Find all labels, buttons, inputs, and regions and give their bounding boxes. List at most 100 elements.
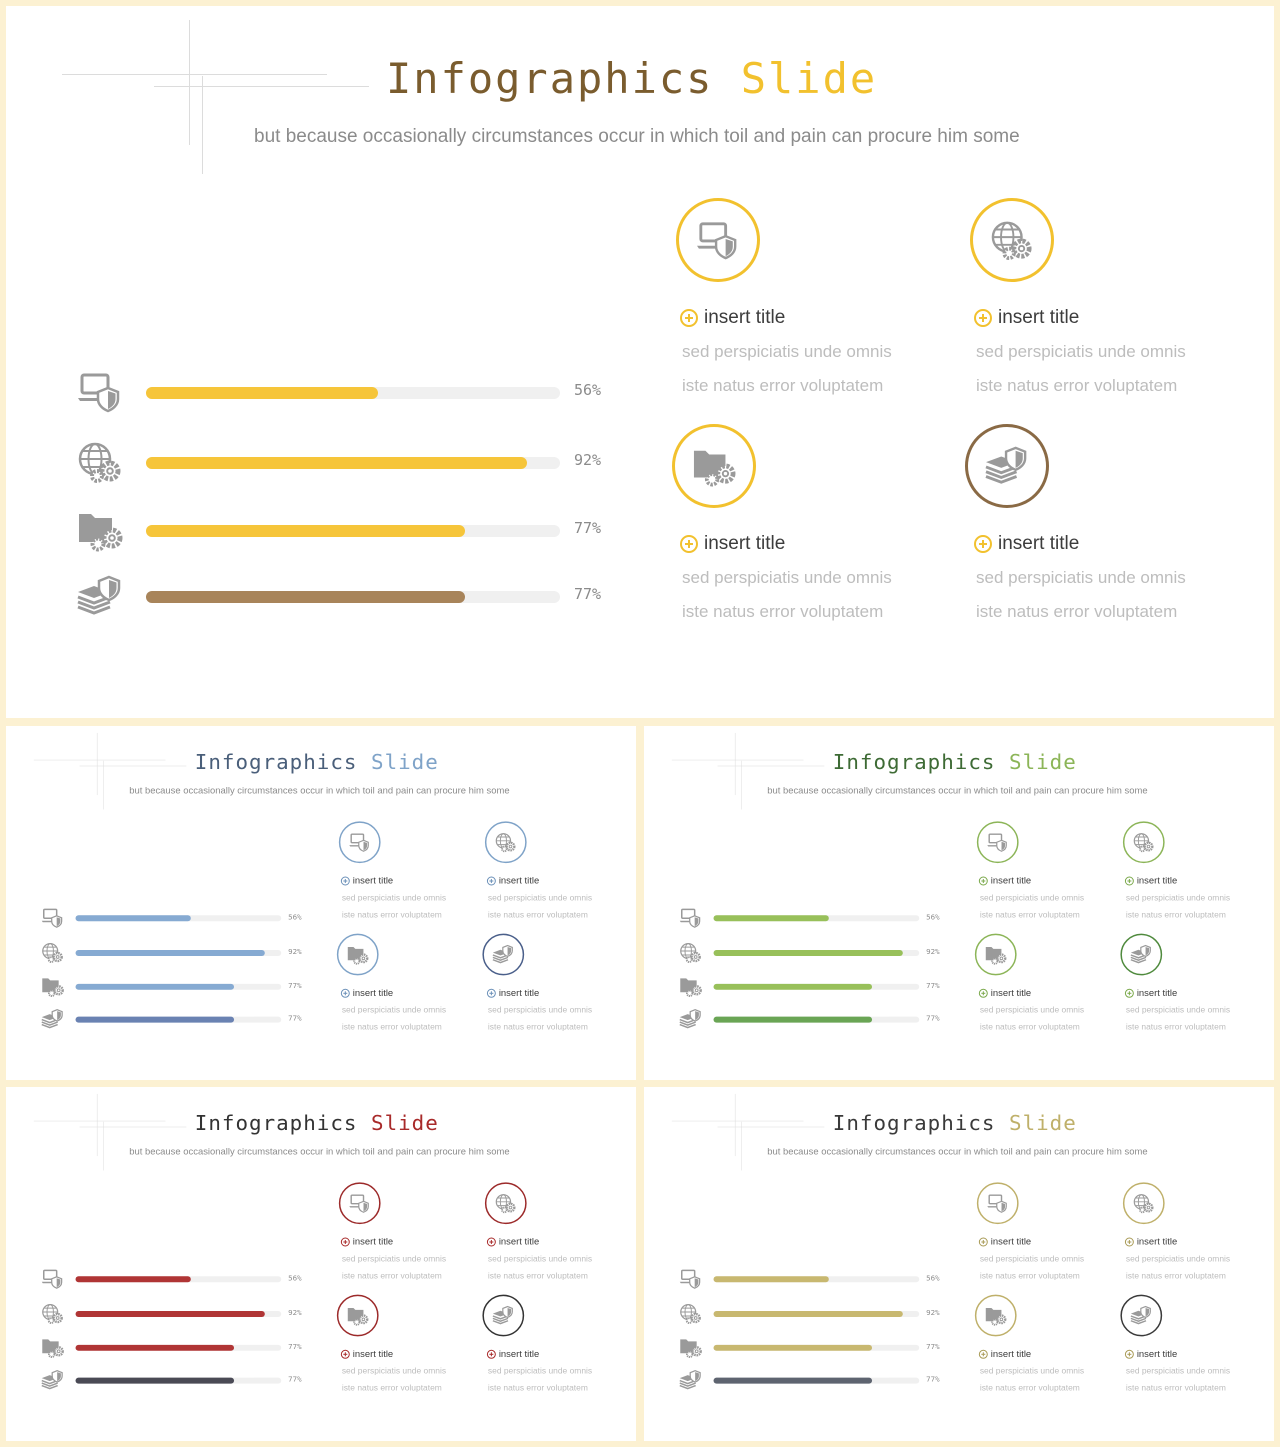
folder-gears-icon bbox=[76, 508, 124, 552]
slide-red: Infographics Slide but because occasiona… bbox=[6, 1087, 636, 1441]
card-description: iste natus error voluptatem bbox=[979, 1022, 1080, 1032]
feature-card: insert title sed perspiciatis unde omnis… bbox=[974, 933, 1104, 1043]
card-description: iste natus error voluptatem bbox=[341, 1022, 442, 1032]
feature-card: insert title sed perspiciatis unde omnis… bbox=[336, 1294, 466, 1404]
globe-gears-icon bbox=[41, 1303, 65, 1325]
card-title: insert title bbox=[1136, 875, 1178, 886]
card-title: insert title bbox=[498, 987, 540, 999]
slide-title: Infographics Slide bbox=[832, 1110, 1077, 1136]
progress-row: 77% bbox=[41, 1369, 309, 1391]
plus-circle-icon bbox=[340, 1349, 350, 1359]
progress-fill bbox=[75, 1016, 234, 1023]
card-description: sed perspiciatis unde omnis bbox=[341, 1366, 447, 1376]
card-description: iste natus error voluptatem bbox=[1125, 909, 1226, 920]
feature-card: insert title sed perspiciatis unde omnis… bbox=[676, 198, 936, 418]
slide-subtitle: but because occasionally circumstances o… bbox=[254, 126, 1020, 147]
slide-blue: Infographics Slide but because occasiona… bbox=[6, 726, 636, 1080]
slide-green: Infographics Slide but because occasiona… bbox=[644, 726, 1274, 1080]
progress-percent: 56% bbox=[288, 1273, 302, 1283]
progress-row: 77% bbox=[679, 975, 947, 998]
progress-fill bbox=[713, 1276, 829, 1283]
slide-subtitle: but because occasionally circumstances o… bbox=[767, 785, 1148, 797]
progress-row: 56% bbox=[679, 907, 947, 929]
progress-fill bbox=[146, 525, 465, 537]
progress-track bbox=[75, 1377, 282, 1384]
stack-shield-icon bbox=[41, 1369, 65, 1391]
card-description: sed perspiciatis unde omnis bbox=[341, 1005, 447, 1015]
card-description: sed perspiciatis unde omnis bbox=[682, 342, 892, 361]
card-description: iste natus error voluptatem bbox=[341, 1270, 442, 1281]
card-description: sed perspiciatis unde omnis bbox=[979, 1005, 1085, 1015]
plus-circle-icon bbox=[978, 988, 988, 998]
progress-track bbox=[713, 1311, 920, 1318]
icon-circle bbox=[974, 1294, 1017, 1337]
laptop-shield-icon bbox=[41, 1268, 65, 1290]
icon-circle bbox=[482, 933, 525, 976]
card-title: insert title bbox=[990, 1236, 1032, 1247]
progress-track bbox=[75, 1016, 282, 1023]
card-title: insert title bbox=[990, 1348, 1032, 1360]
icon-circle bbox=[1122, 1182, 1165, 1225]
feature-card: insert title sed perspiciatis unde omnis… bbox=[976, 821, 1106, 930]
card-description: iste natus error voluptatem bbox=[682, 602, 884, 621]
card-description: sed perspiciatis unde omnis bbox=[976, 342, 1186, 361]
progress-track bbox=[146, 457, 560, 469]
icon-circle bbox=[1122, 821, 1165, 864]
progress-percent: 77% bbox=[288, 1341, 302, 1351]
plus-circle-icon bbox=[486, 1349, 496, 1359]
slide-subtitle: but because occasionally circumstances o… bbox=[129, 1146, 510, 1158]
progress-track bbox=[75, 950, 282, 957]
feature-card: insert title sed perspiciatis unde omnis… bbox=[1122, 821, 1252, 930]
card-description: sed perspiciatis unde omnis bbox=[1125, 892, 1231, 903]
card-description: sed perspiciatis unde omnis bbox=[1125, 1005, 1231, 1015]
icon-circle bbox=[970, 198, 1054, 282]
card-title: insert title bbox=[498, 1236, 540, 1247]
feature-card: insert title sed perspiciatis unde omnis… bbox=[1120, 933, 1249, 1043]
progress-percent: 77% bbox=[926, 1374, 940, 1384]
plus-circle-icon bbox=[1124, 1237, 1134, 1247]
plus-circle-icon bbox=[680, 535, 698, 553]
card-title: insert title bbox=[352, 875, 394, 886]
progress-percent: 77% bbox=[926, 1013, 940, 1023]
progress-track bbox=[146, 525, 560, 537]
progress-percent: 92% bbox=[926, 947, 940, 957]
stack-shield-icon bbox=[76, 574, 124, 618]
feature-card: insert title sed perspiciatis unde omnis… bbox=[336, 933, 466, 1043]
icon-circle bbox=[976, 821, 1019, 864]
icon-circle bbox=[976, 1182, 1019, 1225]
progress-fill bbox=[713, 1377, 872, 1384]
card-description: sed perspiciatis unde omnis bbox=[487, 892, 593, 903]
slide-olive: Infographics Slide but because occasiona… bbox=[644, 1087, 1274, 1441]
progress-row: 56% bbox=[41, 1268, 309, 1290]
stack-shield-icon bbox=[679, 1008, 703, 1030]
progress-track bbox=[146, 591, 560, 603]
icon-circle bbox=[338, 821, 381, 864]
progress-fill bbox=[713, 1344, 872, 1351]
progress-fill bbox=[713, 915, 829, 922]
icon-circle bbox=[676, 198, 760, 282]
plus-circle-icon bbox=[974, 309, 992, 327]
progress-track bbox=[713, 1377, 920, 1384]
progress-track bbox=[75, 1276, 282, 1283]
slide-subtitle: but because occasionally circumstances o… bbox=[129, 785, 510, 797]
progress-row: 77% bbox=[679, 1369, 947, 1391]
progress-track bbox=[75, 983, 282, 990]
card-title: insert title bbox=[1136, 1348, 1178, 1360]
progress-row: 56% bbox=[679, 1268, 947, 1290]
card-description: iste natus error voluptatem bbox=[487, 1270, 588, 1281]
feature-card: insert title sed perspiciatis unde omnis… bbox=[970, 198, 1230, 418]
slide-title: Infographics Slide bbox=[194, 749, 439, 775]
icon-circle bbox=[482, 1294, 525, 1337]
card-title: insert title bbox=[998, 307, 1080, 328]
plus-circle-icon bbox=[1124, 876, 1134, 886]
feature-card: insert title sed perspiciatis unde omnis… bbox=[672, 424, 932, 644]
progress-row: 92% bbox=[679, 1303, 947, 1325]
progress-fill bbox=[146, 387, 378, 399]
plus-circle-icon bbox=[974, 535, 992, 553]
icon-circle bbox=[484, 821, 527, 864]
plus-circle-icon bbox=[1124, 988, 1134, 998]
feature-card: insert title sed perspiciatis unde omnis… bbox=[976, 1182, 1106, 1291]
slide-yellow: Infographics Slide but because occasiona… bbox=[6, 6, 1274, 718]
progress-percent: 77% bbox=[926, 980, 940, 990]
card-title: insert title bbox=[352, 1236, 394, 1247]
